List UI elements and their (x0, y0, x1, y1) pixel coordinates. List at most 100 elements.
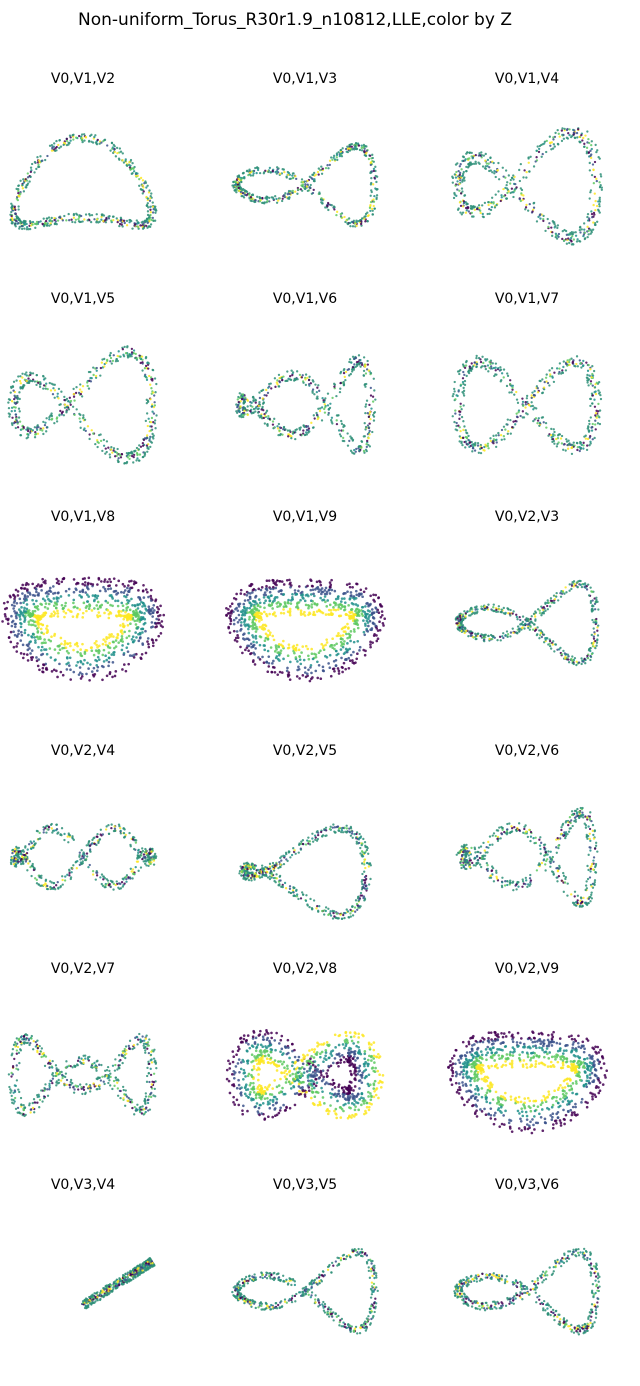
data-point (342, 440, 344, 442)
data-point (81, 220, 83, 222)
data-point (332, 608, 335, 611)
data-point (509, 192, 511, 194)
data-point (512, 178, 514, 180)
data-point (276, 382, 278, 384)
data-point (31, 380, 33, 382)
data-point (467, 371, 469, 373)
data-point (112, 449, 114, 451)
data-point (292, 177, 294, 179)
data-point (244, 194, 246, 196)
data-point (235, 593, 238, 596)
data-point (525, 206, 527, 208)
data-point (454, 184, 456, 186)
data-point (143, 612, 146, 615)
subplot-panel: V0,V1,V6 (225, 290, 385, 500)
data-point (526, 397, 528, 399)
data-point (326, 599, 329, 602)
data-point (482, 215, 484, 217)
data-point (24, 629, 27, 632)
data-point (55, 140, 57, 142)
data-point (84, 591, 87, 594)
data-point (364, 611, 367, 614)
data-point (287, 601, 290, 604)
subplot-panel: V0,V1,V9 (225, 508, 385, 718)
data-point (335, 664, 338, 667)
data-point (150, 378, 152, 380)
data-point (108, 636, 111, 639)
data-point (148, 605, 151, 608)
data-point (297, 188, 299, 190)
data-point (594, 224, 596, 226)
data-point (358, 593, 361, 596)
data-point (50, 635, 53, 638)
data-point (267, 595, 270, 598)
data-point (373, 168, 375, 170)
data-point (278, 429, 280, 431)
data-point (529, 156, 531, 158)
data-point (345, 148, 347, 150)
data-point (568, 661, 570, 663)
data-point (97, 611, 100, 614)
data-point (36, 156, 38, 158)
data-point (103, 358, 105, 360)
data-point (6, 601, 9, 604)
data-point (349, 358, 351, 360)
data-point (594, 386, 596, 388)
data-point (367, 220, 369, 222)
data-point (84, 584, 87, 587)
data-point (143, 439, 145, 441)
data-point (79, 421, 81, 423)
data-point (72, 599, 75, 602)
data-point (541, 416, 543, 418)
data-point (15, 589, 18, 592)
data-point (372, 213, 374, 215)
data-point (311, 392, 313, 394)
data-point (55, 607, 58, 610)
data-point (547, 226, 549, 228)
data-point (580, 663, 582, 665)
data-point (29, 379, 31, 381)
data-point (38, 668, 41, 671)
data-point (15, 650, 18, 653)
data-point (45, 592, 48, 595)
data-point (367, 424, 369, 426)
data-point (339, 382, 341, 384)
data-point (465, 203, 467, 205)
data-point (147, 596, 150, 599)
data-point (596, 382, 598, 384)
data-point (27, 377, 29, 379)
data-point (325, 587, 328, 590)
data-point (299, 658, 302, 661)
data-point (336, 159, 338, 161)
data-point (460, 441, 462, 443)
data-point (109, 646, 112, 649)
data-point (561, 442, 563, 444)
data-point (52, 393, 54, 395)
data-point (19, 639, 22, 642)
data-point (473, 361, 475, 363)
data-point (249, 404, 251, 406)
data-point (46, 224, 48, 226)
data-point (46, 653, 49, 656)
data-point (586, 130, 588, 132)
data-point (528, 162, 530, 164)
data-point (9, 596, 12, 599)
data-point (573, 132, 575, 134)
data-point (317, 171, 319, 173)
data-point (149, 436, 151, 438)
data-point (553, 431, 555, 433)
data-point (369, 155, 371, 157)
data-point (106, 440, 108, 442)
data-point (58, 582, 61, 585)
data-point (58, 414, 60, 416)
data-point (486, 162, 488, 164)
data-point (474, 443, 476, 445)
data-point (69, 668, 72, 671)
data-point (347, 649, 350, 652)
data-point (142, 192, 144, 194)
data-point (50, 615, 53, 618)
data-point (586, 147, 588, 149)
data-point (593, 370, 595, 372)
data-point (102, 220, 104, 222)
data-point (45, 417, 47, 419)
